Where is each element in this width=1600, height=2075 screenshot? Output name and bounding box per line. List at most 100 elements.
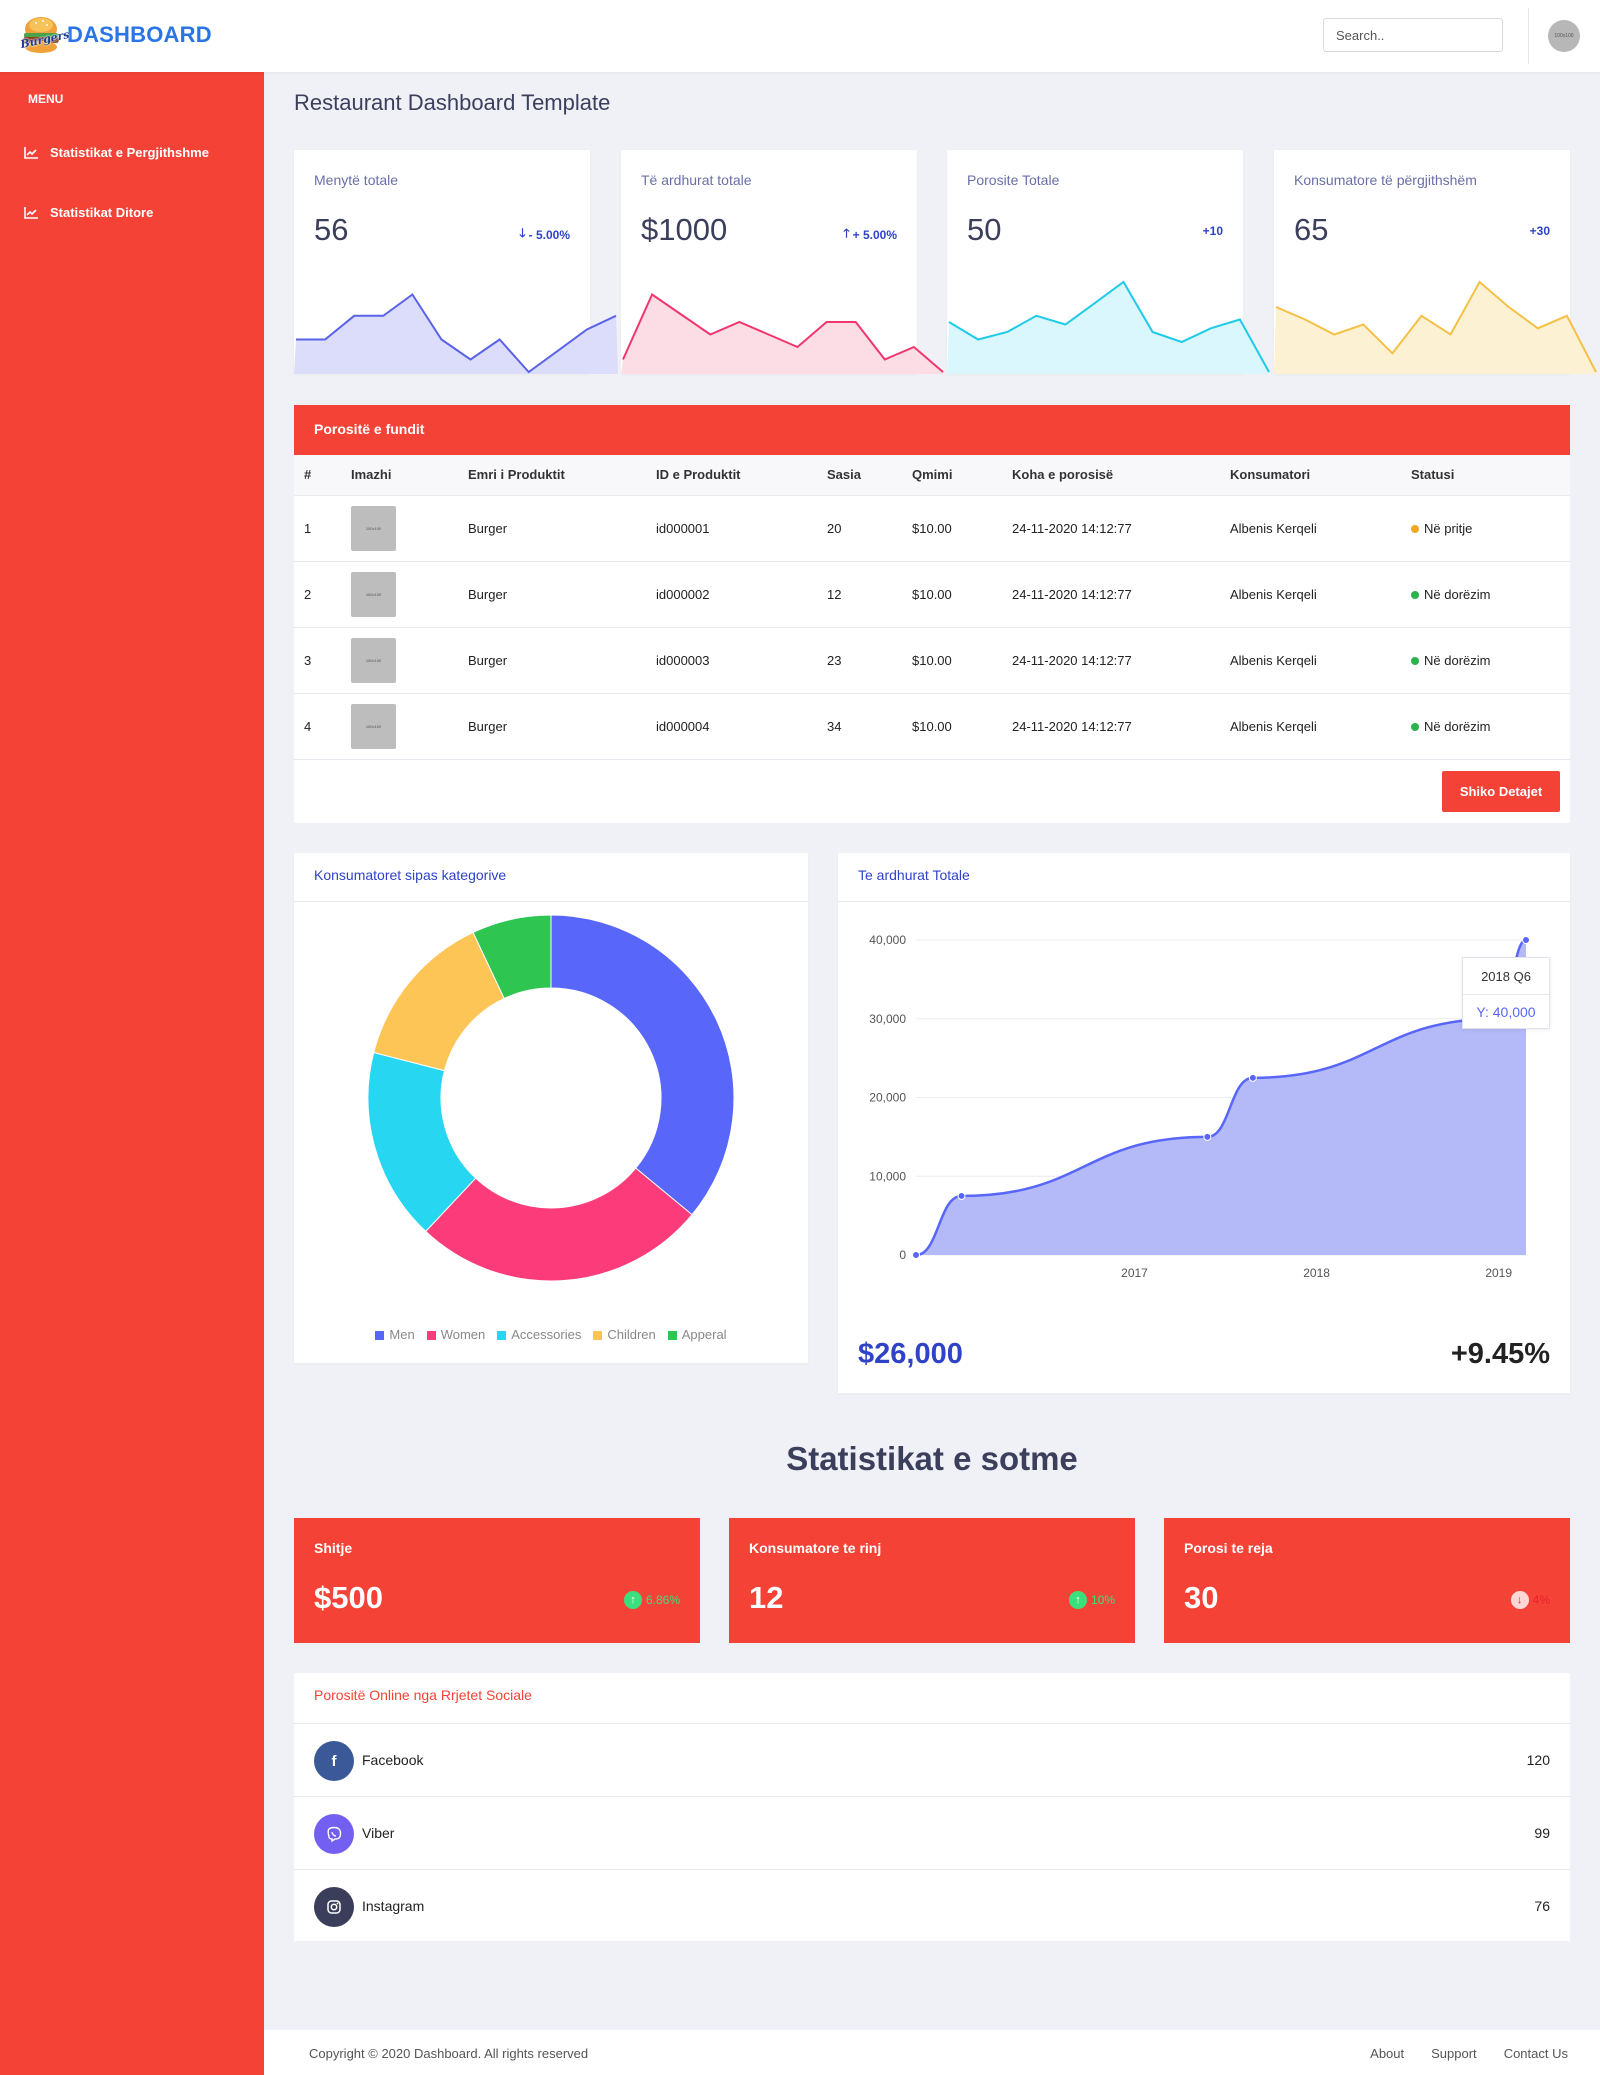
data-point[interactable] — [1248, 1073, 1257, 1082]
kpi-delta-value: - 5.00% — [528, 227, 570, 242]
footer-links: About Support Contact Us — [1370, 2046, 1568, 2061]
sparkline-line — [622, 292, 944, 373]
menu-title: MENU — [28, 92, 64, 106]
sidebar-item-general-stats[interactable]: Statistikat e Pergjithshme — [24, 145, 209, 160]
kpi-delta-value: + 5.00% — [852, 227, 897, 242]
footer-link-about[interactable]: About — [1370, 2046, 1405, 2061]
sidebar-item-label: Statistikat Ditore — [50, 205, 154, 220]
facebook-icon: f — [314, 1741, 354, 1781]
legend-item-children[interactable]: Children — [593, 1327, 656, 1342]
view-details-button[interactable]: Shiko Detajet — [1442, 771, 1560, 812]
instagram-icon — [314, 1887, 354, 1927]
sparkline-line — [948, 280, 1270, 373]
panel-title: Te ardhurat Totale — [858, 867, 970, 883]
revenue-total: $26,000 — [858, 1338, 963, 1370]
legend-swatch — [593, 1331, 603, 1340]
footer-link-support[interactable]: Support — [1431, 2046, 1477, 2061]
legend-item-apperal[interactable]: Apperal — [667, 1327, 727, 1342]
search-input[interactable] — [1323, 18, 1503, 52]
revenue-growth: +9.45% — [1450, 1338, 1550, 1370]
customers-by-category-card: Konsumatoret sipas kategorive Men Women Ac… — [294, 853, 808, 1363]
data-point[interactable] — [1203, 1132, 1212, 1141]
product-thumbnail: 100x100 — [351, 703, 396, 749]
thumbnail-placeholder-text: 100x100 — [365, 525, 382, 531]
status-dot — [1411, 590, 1419, 599]
orders-header: Porositë e fundit — [294, 405, 1570, 455]
tooltip-title: 2018 Q6 — [1463, 958, 1549, 995]
y-tick-label: 30,000 — [869, 1012, 906, 1026]
donut-slice-women[interactable] — [425, 1167, 693, 1282]
delta-value: 10% — [1090, 1593, 1115, 1607]
status-badge: Në dorëzim — [1424, 718, 1491, 734]
legend-label: Apperal — [681, 1327, 727, 1342]
legend-label: Men — [389, 1327, 415, 1342]
quantity: 34 — [817, 693, 902, 760]
order-time: 24-11-2020 14:12:77 — [1002, 693, 1220, 760]
today-card-delta: ↓ 4% — [1510, 1591, 1550, 1609]
kpi-title: Konsumatore të përgjithshëm — [1294, 172, 1477, 188]
y-tick-label: 20,000 — [869, 1091, 906, 1105]
footer: Copyright © 2020 Dashboard. All rights r… — [264, 2030, 1600, 2075]
line-chart-icon — [24, 206, 38, 219]
footer-link-contact[interactable]: Contact Us — [1503, 2046, 1568, 2061]
total-revenue-card: Te ardhurat Totale 40,000 30,000 20,000 10,… — [838, 853, 1570, 1393]
status-cell: Në dorëzim — [1401, 561, 1570, 628]
social-name: Viber — [362, 1825, 395, 1841]
status-badge: Në dorëzim — [1424, 652, 1491, 668]
sparkline-area — [621, 294, 945, 374]
thumbnail-placeholder-text: 100x100 — [365, 723, 382, 729]
donut-slice-men[interactable] — [550, 914, 735, 1216]
kpi-value: 56 — [314, 212, 349, 247]
social-row-instagram[interactable]: Instagram 76 — [294, 1869, 1570, 1942]
social-row-viber[interactable]: Viber 99 — [294, 1796, 1570, 1869]
table-row[interactable]: 1 100x100 Burger id000001 20 $10.00 24-1… — [294, 495, 1570, 562]
kpi-delta: +10 — [1203, 224, 1223, 238]
donut-slice-apperal[interactable] — [472, 914, 552, 1000]
avatar[interactable]: 100x100 — [1548, 20, 1580, 52]
data-point[interactable] — [957, 1191, 966, 1200]
data-point[interactable] — [912, 1251, 920, 1259]
legend-item-men[interactable]: Men — [375, 1327, 415, 1342]
legend-item-accessories[interactable]: Accessories — [497, 1327, 581, 1342]
arrow-up-circle-icon: ↑ — [623, 1591, 642, 1609]
x-tick-label: 2018 — [1303, 1266, 1330, 1280]
arrow-down-icon: 🡓 — [519, 226, 526, 240]
table-row[interactable]: 4 100x100 Burger id000004 34 $10.00 24-1… — [294, 693, 1570, 760]
kpi-delta-value: +10 — [1202, 224, 1223, 238]
tooltip-value: Y: 40,000 — [1476, 1004, 1536, 1020]
legend-label: Children — [607, 1327, 656, 1342]
divider — [294, 901, 808, 902]
sidebar-item-daily-stats[interactable]: Statistikat Ditore — [24, 205, 153, 220]
legend-item-women[interactable]: Women — [426, 1327, 486, 1342]
status-dot — [1411, 722, 1419, 731]
kpi-delta-value: +30 — [1529, 224, 1550, 238]
row-number: 1 — [294, 495, 341, 562]
status-badge: Në dorëzim — [1424, 586, 1491, 602]
kpi-sparkline — [947, 280, 1271, 374]
data-point[interactable] — [1522, 936, 1530, 944]
customer-name: Albenis Kerqeli — [1220, 495, 1401, 562]
social-name: Facebook — [362, 1752, 424, 1768]
social-row-facebook[interactable]: f Facebook 120 — [294, 1723, 1570, 1796]
status-badge: Në pritje — [1424, 520, 1473, 536]
social-name: Instagram — [362, 1898, 425, 1914]
today-card-value: $500 — [314, 1580, 383, 1615]
legend-label: Women — [440, 1327, 486, 1342]
price: $10.00 — [902, 495, 1002, 562]
today-card-value: 30 — [1184, 1580, 1219, 1615]
orders-table: # Imazhi Emri i Produktit ID e Produktit… — [294, 455, 1570, 760]
kpi-card-orders: Porosite Totale 50 +10 — [947, 150, 1271, 374]
logo[interactable]: Burgers DASHBOARD — [18, 9, 212, 61]
product-thumbnail: 100x100 — [351, 637, 396, 683]
sparkline-line — [296, 293, 617, 374]
table-row[interactable]: 2 100x100 Burger id000002 12 $10.00 24-1… — [294, 561, 1570, 628]
price: $10.00 — [902, 693, 1002, 760]
today-card-value: 12 — [749, 1580, 784, 1615]
chart-tooltip: 2018 Q6 Y: 40,000 — [1462, 957, 1550, 1029]
product-name: Burger — [458, 561, 646, 628]
sidebar: MENU Statistikat e Pergjithshme Statisti… — [0, 72, 264, 2075]
product-id: id000001 — [646, 495, 817, 562]
table-row[interactable]: 3 100x100 Burger id000003 23 $10.00 24-1… — [294, 627, 1570, 694]
price: $10.00 — [902, 561, 1002, 628]
kpi-value: $1000 — [641, 212, 728, 247]
